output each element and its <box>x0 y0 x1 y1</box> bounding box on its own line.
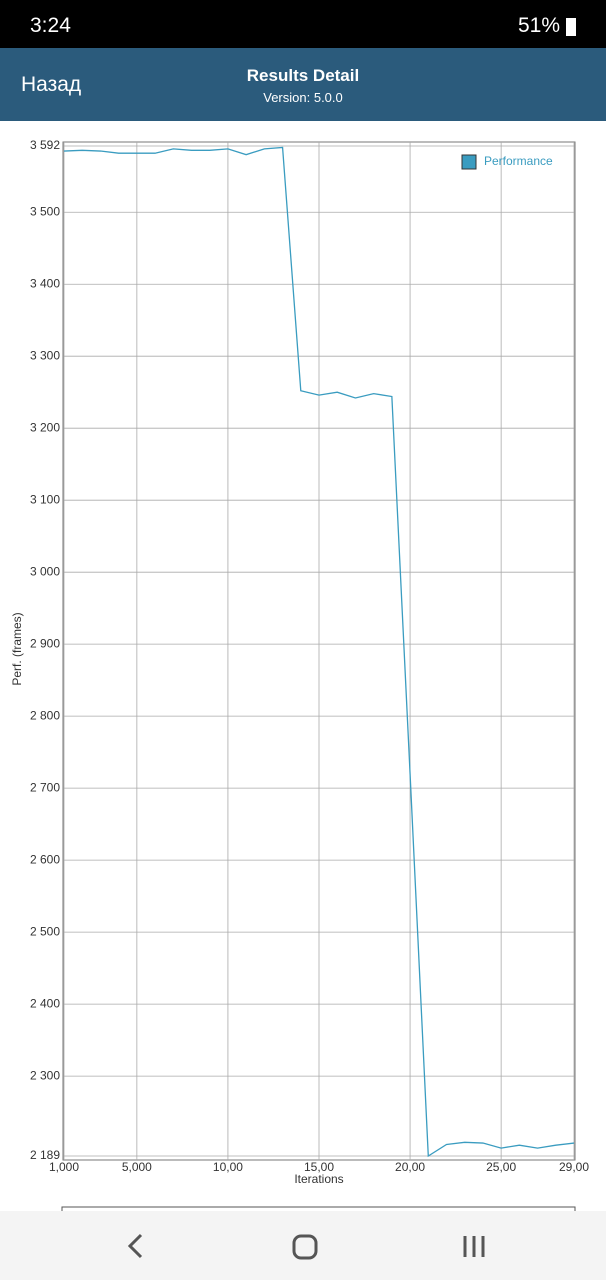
y-tick-label: 3 592 <box>30 138 60 152</box>
x-tick-label: 5,000 <box>122 1160 152 1174</box>
y-tick-label: 3 300 <box>30 348 60 362</box>
nav-bar <box>0 1211 606 1280</box>
y-tick-label: 2 700 <box>30 780 60 794</box>
legend-label: Performance <box>484 154 553 168</box>
next-chart-edge <box>61 1206 576 1211</box>
nav-icons <box>127 1233 485 1260</box>
y-tick-label: 3 100 <box>30 492 60 506</box>
y-tick-label: 3 400 <box>30 276 60 290</box>
battery-icon <box>566 18 576 36</box>
y-axis-label: Perf. (frames) <box>10 612 24 685</box>
x-tick-label: 29,00 <box>559 1160 589 1174</box>
y-tick-label: 2 500 <box>30 924 60 938</box>
y-tick-label: 2 189 <box>30 1148 60 1162</box>
x-tick-label: 10,00 <box>213 1160 243 1174</box>
y-tick-label: 2 900 <box>30 636 60 650</box>
time: 3:24 <box>30 14 71 37</box>
x-tick-label: 20,00 <box>395 1160 425 1174</box>
y-tick-label: 2 800 <box>30 708 60 722</box>
y-tick-label: 3 000 <box>30 564 60 578</box>
nav-back[interactable] <box>127 1233 143 1259</box>
status-bar: 3:24 51% <box>0 0 606 48</box>
chart: Perf. (frames) Iterations 2 189 2 300 2 40… <box>10 138 589 1211</box>
app-header: Назад Results Detail Version: 5.0.0 <box>0 48 606 121</box>
battery: 51% <box>517 14 560 37</box>
x-tick-label: 1,000 <box>49 1160 79 1174</box>
x-tick-label: 15,00 <box>304 1160 334 1174</box>
nav-home[interactable] <box>292 1234 318 1260</box>
y-tick-label: 3 500 <box>30 204 60 218</box>
y-tick-label: 2 400 <box>30 996 60 1010</box>
x-tick-label: 25,00 <box>486 1160 516 1174</box>
back-button[interactable]: Назад <box>21 73 82 96</box>
data-line <box>63 146 575 1158</box>
y-tick-label: 2 300 <box>30 1068 60 1082</box>
x-axis-label: Iterations <box>294 1172 343 1186</box>
y-tick-label: 3 200 <box>30 420 60 434</box>
legend-swatch <box>461 154 477 170</box>
y-tick-label: 2 600 <box>30 852 60 866</box>
nav-recent[interactable] <box>463 1236 485 1257</box>
title: Results Detail <box>246 66 360 85</box>
subtitle: Version: 5.0.0 <box>263 90 343 105</box>
